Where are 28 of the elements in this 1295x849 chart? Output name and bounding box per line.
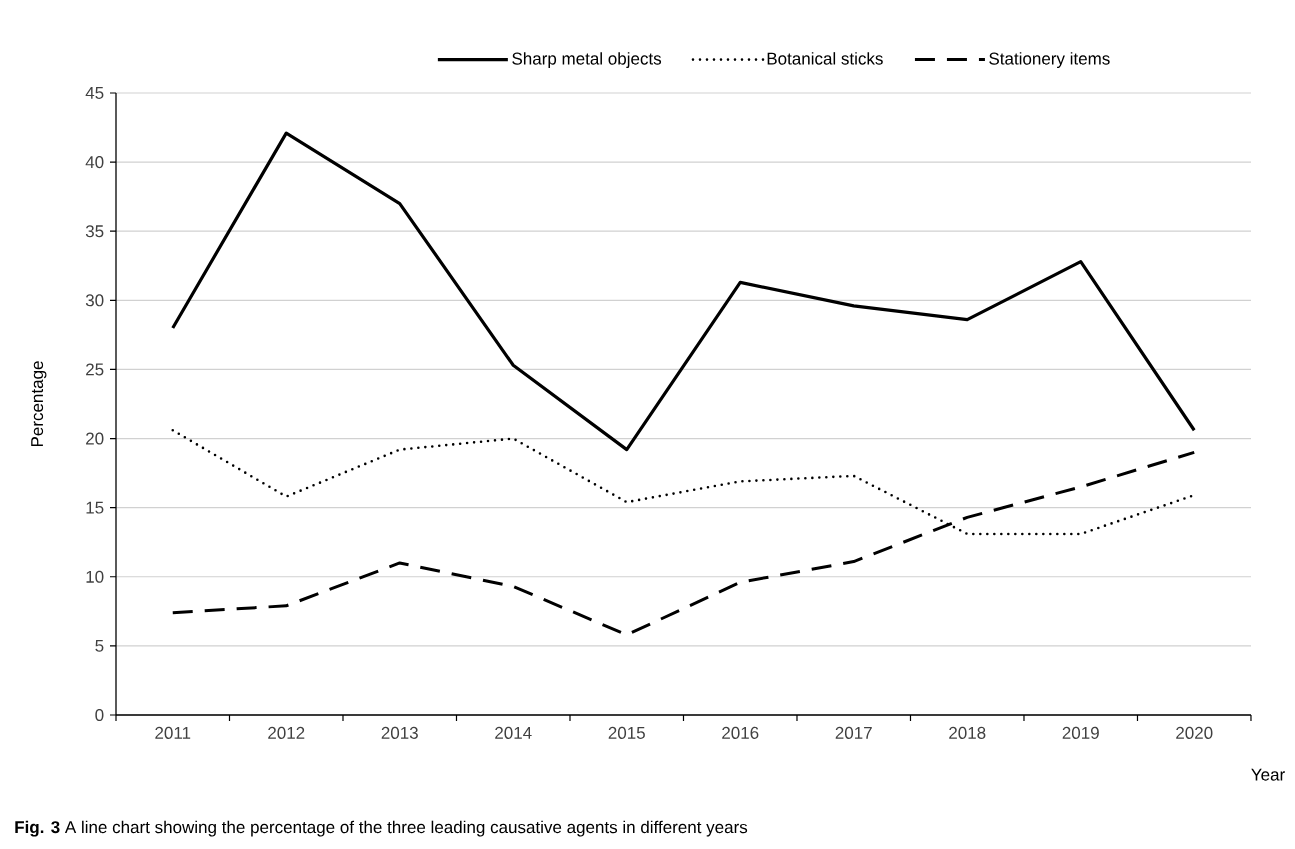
y-tick-label: 35	[85, 225, 104, 238]
x-tick-label: 2013	[381, 726, 418, 739]
x-axis-title: Year	[1251, 768, 1285, 781]
x-tick-label: 2015	[608, 726, 645, 739]
x-tick-label: 2020	[1176, 726, 1213, 739]
line-series	[171, 131, 1196, 452]
x-tick-label: 2019	[1062, 726, 1099, 739]
x-tick-label: 2017	[835, 726, 872, 739]
legend-label: Botanical sticks	[767, 52, 883, 65]
x-tick-label: 2016	[722, 726, 759, 739]
y-tick-label: 20	[86, 432, 104, 445]
y-axis-title: Percentage	[31, 361, 47, 447]
y-tick-label: 40	[85, 156, 104, 169]
legend-label: Sharp metal objects	[512, 52, 662, 69]
y-tick-label: 45	[85, 87, 104, 99]
y-tick-label: 10	[86, 570, 104, 583]
x-tick-label: 2018	[949, 726, 986, 739]
y-tick-label: 30	[85, 294, 104, 307]
x-tick-label: 2012	[268, 726, 305, 739]
y-tick-label: 0	[95, 708, 104, 722]
y-tick-label: 15	[86, 501, 104, 514]
line-series	[171, 450, 1196, 637]
legend-label: Stationery items	[989, 52, 1110, 69]
y-tick-label: 25	[86, 363, 104, 376]
y-tick-label: 5	[95, 639, 104, 652]
text: Fig. 3 A line chart showing the percentage of the three leading causative agents in different years	[15, 820, 748, 837]
x-tick-label: 2011	[155, 726, 191, 739]
x-tick-label: 2014	[495, 726, 532, 739]
